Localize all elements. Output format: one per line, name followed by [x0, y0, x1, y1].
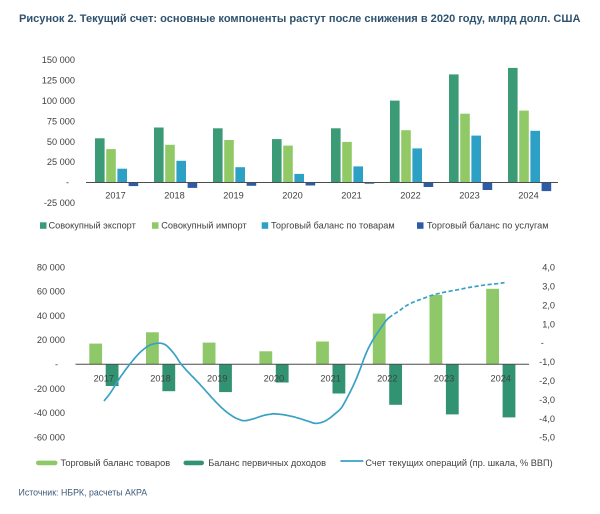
- svg-text:Баланс первичных доходов: Баланс первичных доходов: [208, 458, 326, 468]
- svg-text:2017: 2017: [94, 373, 114, 383]
- svg-text:25 000: 25 000: [47, 157, 75, 167]
- svg-text:2023: 2023: [459, 190, 479, 200]
- svg-text:2019: 2019: [207, 373, 227, 383]
- svg-text:2024: 2024: [490, 373, 510, 383]
- svg-text:Счет текущих операций (пр. шка: Счет текущих операций (пр. шкала, % ВВП): [365, 458, 552, 468]
- svg-text:2023: 2023: [434, 373, 454, 383]
- svg-text:1,0: 1,0: [542, 319, 555, 329]
- svg-text:2018: 2018: [164, 190, 184, 200]
- svg-text:-4,0: -4,0: [539, 414, 555, 424]
- svg-text:4,0: 4,0: [542, 263, 555, 273]
- svg-text:-20 000: -20 000: [34, 384, 65, 394]
- svg-text:-: -: [66, 178, 69, 188]
- svg-text:2022: 2022: [400, 190, 420, 200]
- svg-text:40 000: 40 000: [37, 311, 65, 321]
- svg-text:2021: 2021: [320, 373, 340, 383]
- svg-text:Торговый баланс по услугам: Торговый баланс по услугам: [427, 221, 549, 231]
- svg-text:50 000: 50 000: [47, 137, 75, 147]
- svg-text:2018: 2018: [150, 373, 170, 383]
- svg-text:2024: 2024: [518, 190, 538, 200]
- svg-text:2019: 2019: [223, 190, 243, 200]
- svg-text:-60 000: -60 000: [34, 432, 65, 442]
- svg-text:-: -: [541, 338, 544, 348]
- svg-text:100 000: 100 000: [42, 96, 75, 106]
- svg-text:2017: 2017: [105, 190, 125, 200]
- svg-text:2021: 2021: [341, 190, 361, 200]
- svg-text:2020: 2020: [264, 373, 284, 383]
- svg-text:2,0: 2,0: [542, 300, 555, 310]
- svg-text:Источник: НБРК, расчеты АКРА: Источник: НБРК, расчеты АКРА: [19, 487, 148, 497]
- svg-text:2020: 2020: [282, 190, 302, 200]
- svg-text:Совокупный экспорт: Совокупный экспорт: [49, 221, 137, 231]
- svg-text:Рисунок 2. Текущий счет: основ: Рисунок 2. Текущий счет: основные компон…: [19, 13, 580, 25]
- svg-text:-5,0: -5,0: [539, 433, 555, 443]
- svg-text:-1,0: -1,0: [539, 357, 555, 367]
- svg-text:-2,0: -2,0: [539, 376, 555, 386]
- svg-text:75 000: 75 000: [47, 116, 75, 126]
- svg-text:125 000: 125 000: [42, 76, 75, 86]
- svg-text:80 000: 80 000: [37, 262, 65, 272]
- svg-text:-25 000: -25 000: [44, 198, 75, 208]
- svg-text:150 000: 150 000: [42, 55, 75, 65]
- svg-text:Торговый баланс по товарам: Торговый баланс по товарам: [271, 221, 395, 231]
- svg-text:20 000: 20 000: [37, 335, 65, 345]
- svg-text:-40 000: -40 000: [34, 408, 65, 418]
- svg-text:60 000: 60 000: [37, 287, 65, 297]
- svg-text:Совокупный импорт: Совокупный импорт: [161, 221, 247, 231]
- svg-text:2022: 2022: [377, 373, 397, 383]
- svg-text:3,0: 3,0: [542, 282, 555, 292]
- svg-text:-3,0: -3,0: [539, 395, 555, 405]
- svg-text:Торговый баланс товаров: Торговый баланс товаров: [61, 458, 171, 468]
- svg-text:-: -: [55, 360, 58, 370]
